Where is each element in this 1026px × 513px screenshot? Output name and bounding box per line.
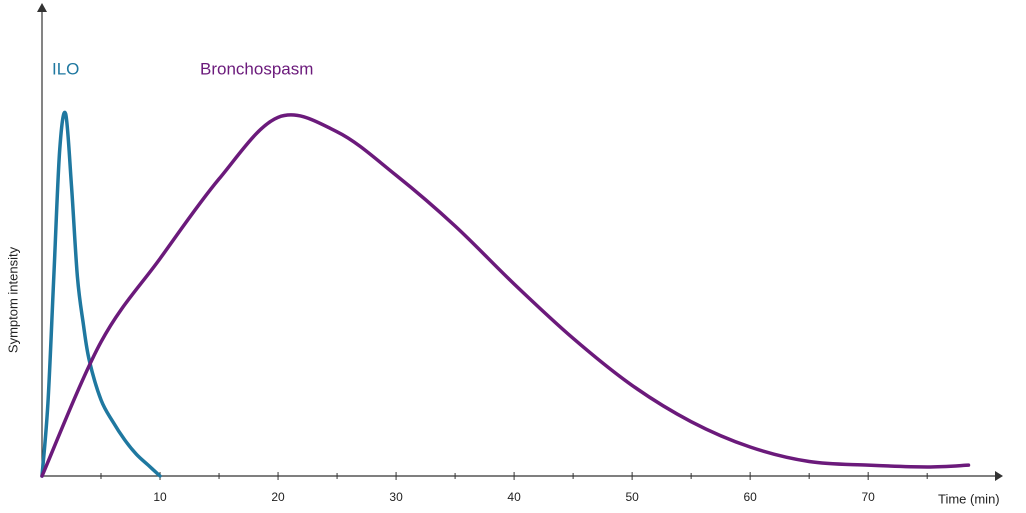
y-axis-title: Symptom intensity: [5, 246, 20, 353]
x-tick-label: 40: [507, 490, 521, 504]
x-tick-label: 20: [271, 490, 285, 504]
series-label: ILO: [52, 59, 79, 78]
y-axis-arrow: [37, 3, 47, 12]
series-label: Bronchospasm: [200, 59, 313, 78]
x-tick-label: 10: [153, 490, 167, 504]
line: [40, 113, 971, 478]
x-tick-label: 30: [389, 490, 403, 504]
x-tick-label: 70: [861, 490, 875, 504]
x-axis-arrow: [995, 471, 1003, 481]
x-axis-title: Time (min): [938, 491, 1000, 506]
line: [40, 110, 162, 478]
x-tick-label: 60: [743, 490, 757, 504]
x-tick-label: 50: [625, 490, 639, 504]
